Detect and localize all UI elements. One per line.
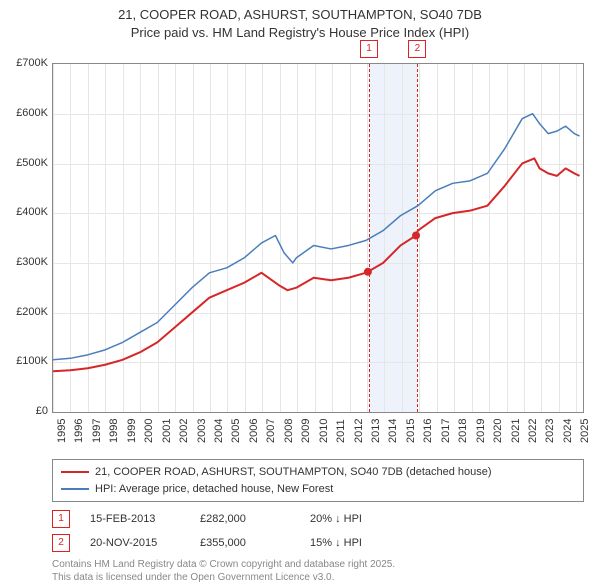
sale-date: 20-NOV-2015 xyxy=(90,537,180,549)
y-tick-label: £700K xyxy=(12,57,48,69)
x-tick-label: 2008 xyxy=(283,419,295,443)
legend-swatch xyxy=(61,471,89,473)
legend: 21, COOPER ROAD, ASHURST, SOUTHAMPTON, S… xyxy=(52,459,584,502)
sale-dot xyxy=(412,232,420,240)
sale-row: 1 15-FEB-2013 £282,000 20% ↓ HPI xyxy=(52,510,584,528)
x-tick-label: 2009 xyxy=(300,419,312,443)
x-tick-label: 2021 xyxy=(510,419,522,443)
x-tick-label: 2012 xyxy=(353,419,365,443)
sale-badge: 2 xyxy=(52,534,70,552)
y-tick-label: £600K xyxy=(12,107,48,119)
x-tick-label: 2004 xyxy=(213,419,225,443)
x-tick-label: 1997 xyxy=(91,419,103,443)
x-tick-label: 2022 xyxy=(527,419,539,443)
y-tick-label: £500K xyxy=(12,157,48,169)
x-tick-label: 1995 xyxy=(56,419,68,443)
plot-area: 12 xyxy=(52,63,584,413)
legend-label: HPI: Average price, detached house, New … xyxy=(95,481,333,498)
x-axis-labels: 1995 1996 1997 1998 1999 2000 2001 2002 2003 2004… xyxy=(52,413,584,453)
x-tick-label: 1996 xyxy=(73,419,85,443)
x-tick-label: 2000 xyxy=(143,419,155,443)
sale-delta: 15% ↓ HPI xyxy=(310,537,400,549)
legend-label: 21, COOPER ROAD, ASHURST, SOUTHAMPTON, S… xyxy=(95,464,492,481)
x-tick-label: 2017 xyxy=(440,419,452,443)
license-text: Contains HM Land Registry data © Crown c… xyxy=(52,558,584,584)
sale-dot xyxy=(364,268,372,276)
x-tick-label: 1999 xyxy=(126,419,138,443)
sales-table: 1 15-FEB-2013 £282,000 20% ↓ HPI 2 20-NOV-201… xyxy=(52,510,584,552)
x-tick-label: 2020 xyxy=(492,419,504,443)
series-hpi xyxy=(53,114,580,360)
marker-badge: 1 xyxy=(360,40,378,58)
x-tick-label: 2003 xyxy=(196,419,208,443)
sale-badge: 1 xyxy=(52,510,70,528)
license-line-2: This data is licensed under the Open Gov… xyxy=(52,571,584,584)
marker-badge: 2 xyxy=(408,40,426,58)
y-tick-label: £400K xyxy=(12,206,48,218)
y-tick-label: £300K xyxy=(12,256,48,268)
x-tick-label: 2019 xyxy=(475,419,487,443)
x-tick-label: 2001 xyxy=(161,419,173,443)
x-tick-label: 2011 xyxy=(335,419,347,443)
sale-date: 15-FEB-2013 xyxy=(90,513,180,525)
x-tick-label: 1998 xyxy=(108,419,120,443)
sale-row: 2 20-NOV-2015 £355,000 15% ↓ HPI xyxy=(52,534,584,552)
x-tick-label: 2005 xyxy=(230,419,242,443)
x-tick-label: 2016 xyxy=(422,419,434,443)
sale-price: £282,000 xyxy=(200,513,290,525)
y-tick-label: £100K xyxy=(12,355,48,367)
x-tick-label: 2025 xyxy=(579,419,591,443)
legend-item: HPI: Average price, detached house, New … xyxy=(61,481,575,498)
title-line-1: 21, COOPER ROAD, ASHURST, SOUTHAMPTON, S… xyxy=(12,6,588,24)
x-tick-label: 2010 xyxy=(318,419,330,443)
chart-title: 21, COOPER ROAD, ASHURST, SOUTHAMPTON, S… xyxy=(12,6,588,41)
y-tick-label: £0 xyxy=(12,405,48,417)
x-tick-label: 2013 xyxy=(370,419,382,443)
license-line-1: Contains HM Land Registry data © Crown c… xyxy=(52,558,584,571)
legend-swatch xyxy=(61,488,89,490)
x-tick-label: 2018 xyxy=(457,419,469,443)
chart-container: 21, COOPER ROAD, ASHURST, SOUTHAMPTON, S… xyxy=(0,0,600,560)
sale-price: £355,000 xyxy=(200,537,290,549)
line-layer xyxy=(53,64,583,412)
x-tick-label: 2002 xyxy=(178,419,190,443)
y-tick-label: £200K xyxy=(12,306,48,318)
x-tick-label: 2014 xyxy=(387,419,399,443)
x-tick-label: 2015 xyxy=(405,419,417,443)
x-tick-label: 2007 xyxy=(265,419,277,443)
x-tick-label: 2006 xyxy=(248,419,260,443)
legend-item: 21, COOPER ROAD, ASHURST, SOUTHAMPTON, S… xyxy=(61,464,575,481)
x-tick-label: 2023 xyxy=(544,419,556,443)
x-tick-label: 2024 xyxy=(562,419,574,443)
title-line-2: Price paid vs. HM Land Registry's House … xyxy=(12,24,588,42)
sale-delta: 20% ↓ HPI xyxy=(310,513,400,525)
series-property xyxy=(53,159,580,372)
